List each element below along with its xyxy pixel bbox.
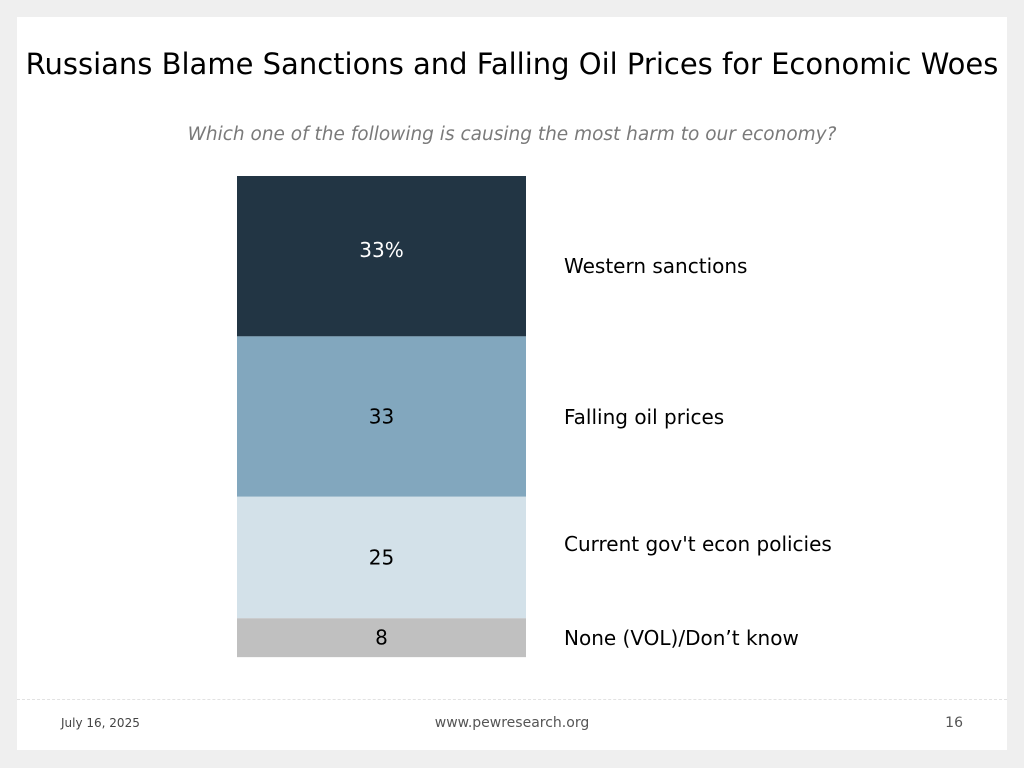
bar-segment-current-govt-econ-policies <box>237 496 526 619</box>
stacked-bar-chart: 33% 33 25 8 <box>237 176 526 658</box>
bar-segment-falling-oil-prices <box>237 336 526 497</box>
chart-subtitle: Which one of the following is causing th… <box>187 124 837 145</box>
bar-segment-none-dont-know <box>237 618 526 658</box>
data-label-western-sanctions: 33% <box>359 238 403 262</box>
page-number: 16 <box>945 715 963 731</box>
chart-title: Russians Blame Sanctions and Falling Oil… <box>25 47 999 81</box>
footer-divider <box>17 699 1007 700</box>
slide: Russians Blame Sanctions and Falling Oil… <box>17 17 1007 750</box>
category-label-western-sanctions: Western sanctions <box>564 254 748 278</box>
category-label-current-govt-econ-policies: Current gov't econ policies <box>564 531 832 556</box>
footer-date: July 16, 2025 <box>61 716 140 730</box>
category-label-none-dont-know: None (VOL)/Don’t know <box>564 625 799 650</box>
bar-segment-western-sanctions <box>237 176 526 337</box>
data-label-current-govt-econ-policies: 25 <box>369 546 394 570</box>
footer-url[interactable]: www.pewresearch.org <box>434 715 590 731</box>
category-label-falling-oil-prices: Falling oil prices <box>564 404 725 429</box>
data-label-none-dont-know: 8 <box>375 626 388 650</box>
data-label-falling-oil-prices: 33 <box>369 405 394 429</box>
